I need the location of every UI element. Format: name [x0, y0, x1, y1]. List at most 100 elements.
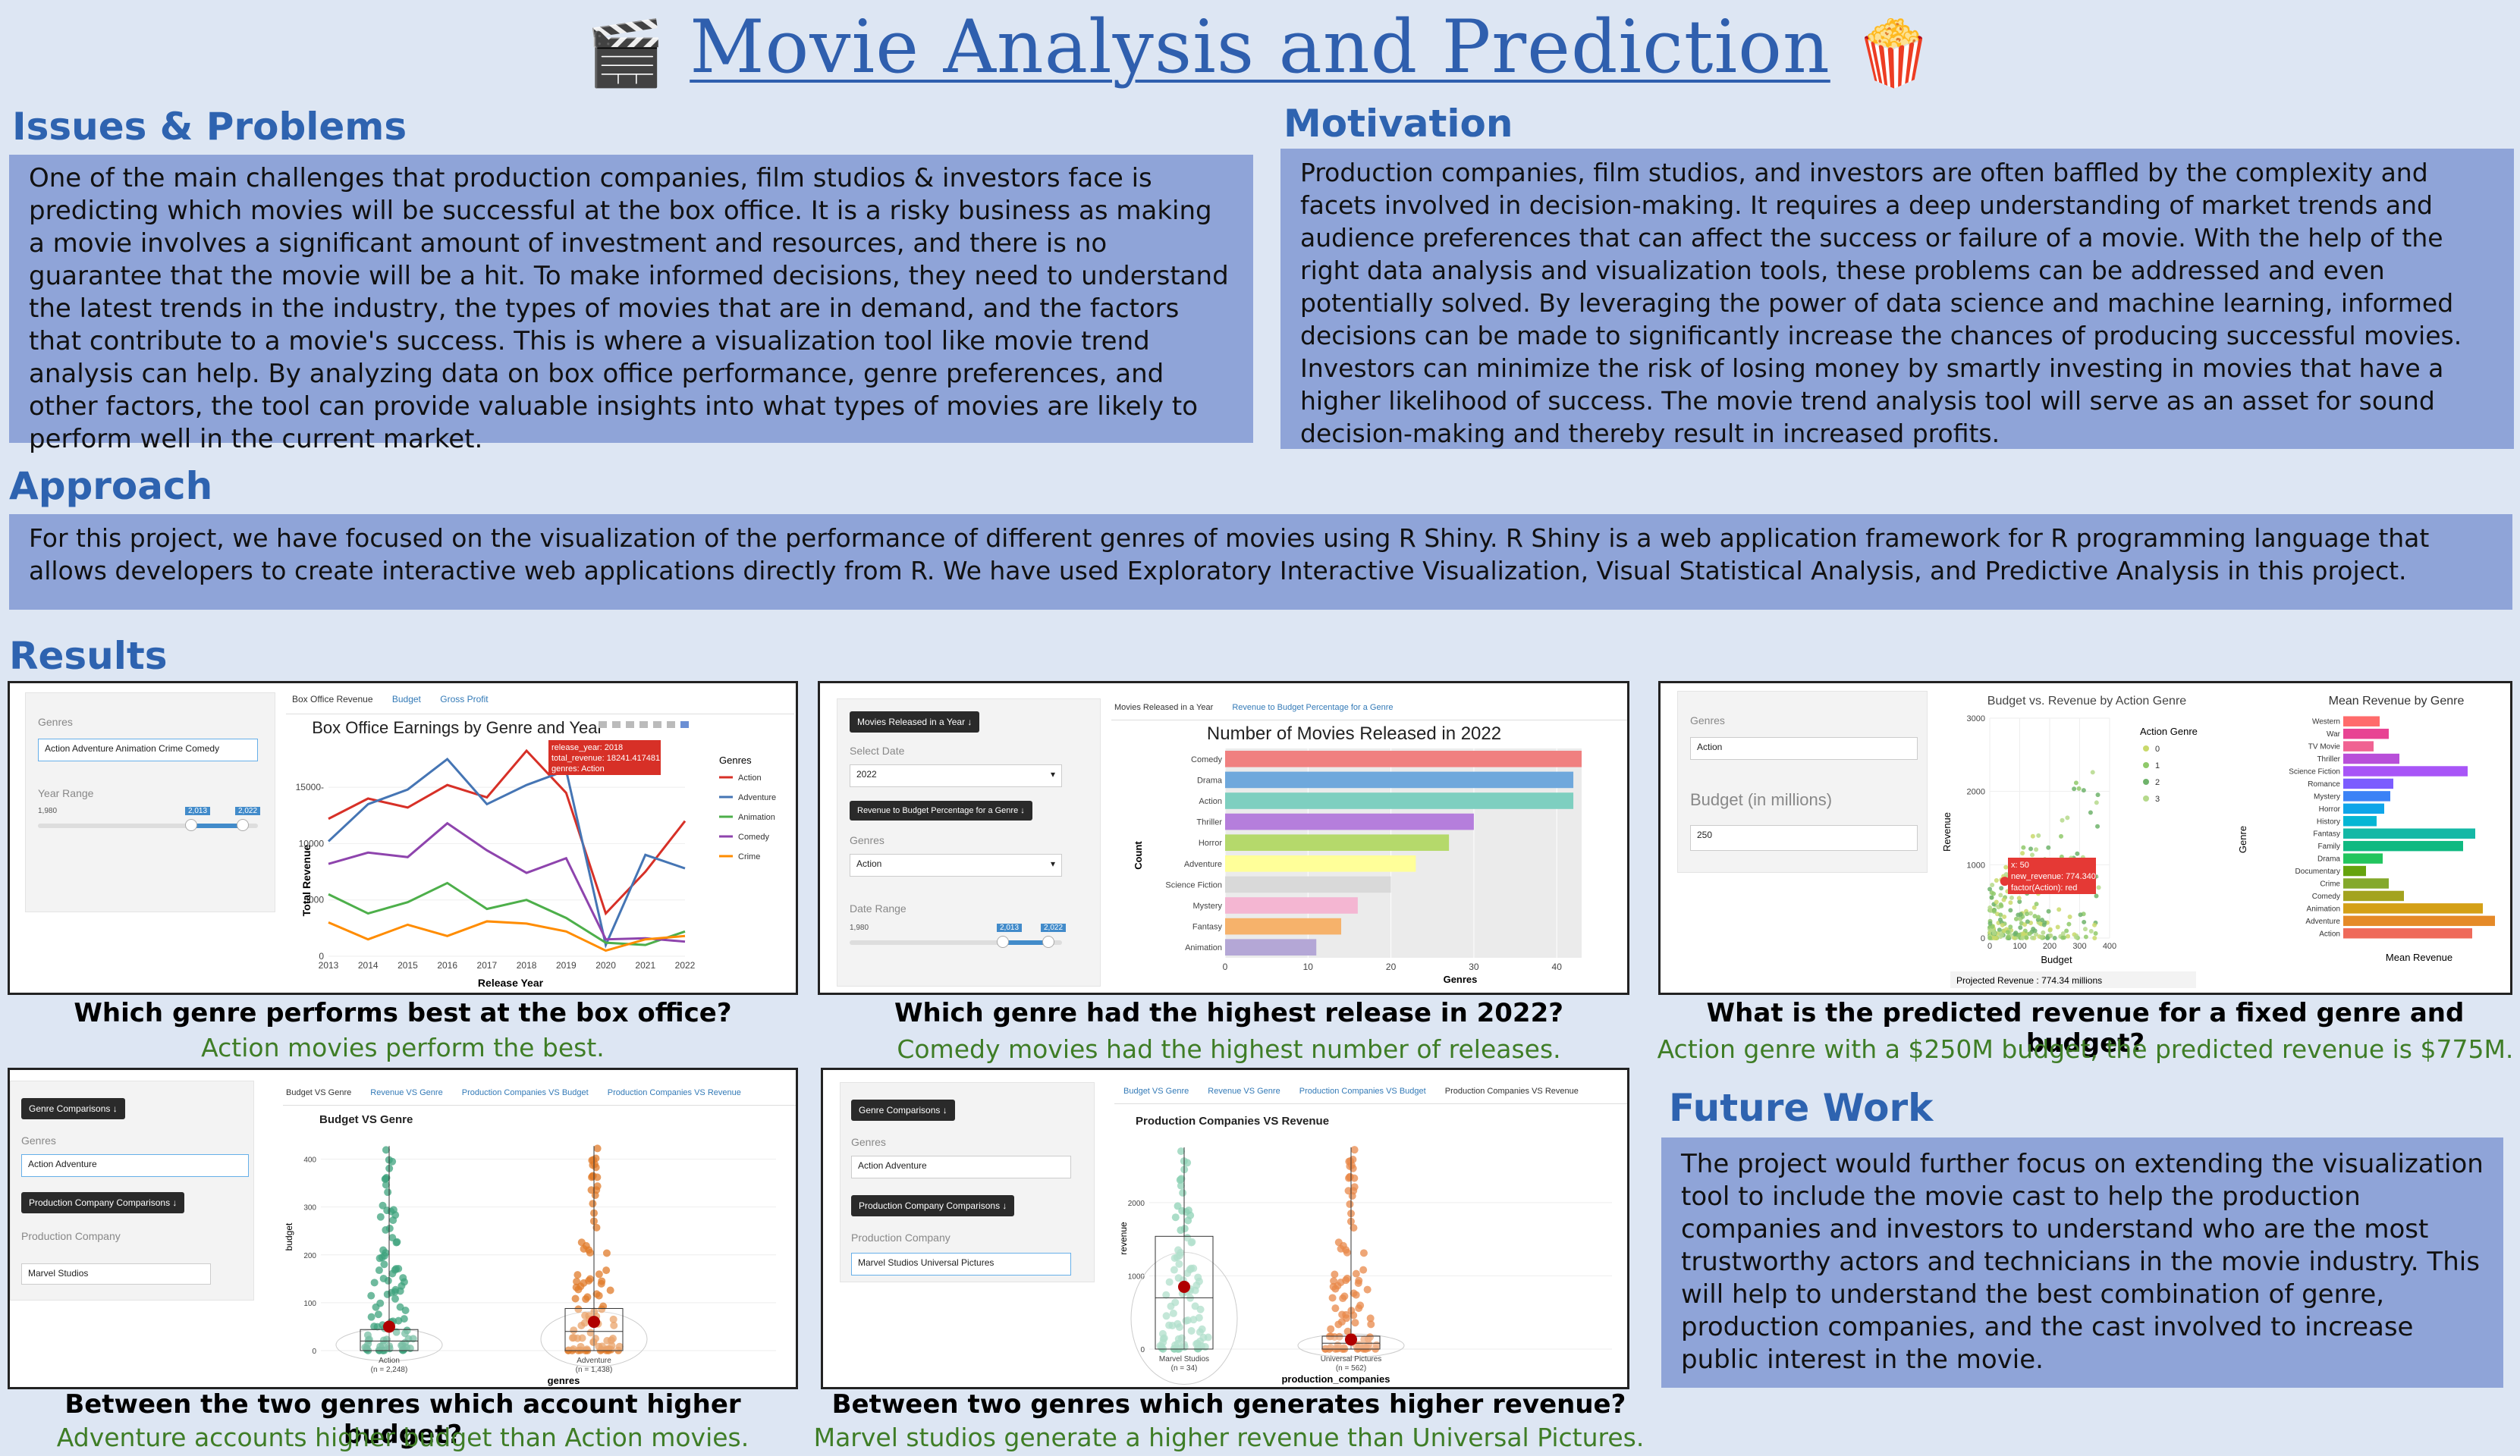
- data-point: [373, 1323, 382, 1331]
- y-tick-label: Drama: [2317, 855, 2340, 864]
- tab-revenue-vs-genre[interactable]: Revenue VS Genre: [1208, 1087, 1280, 1096]
- scatter-point: [2066, 934, 2071, 939]
- y-tick-label: 2000: [1967, 788, 1985, 797]
- data-point: [602, 1249, 611, 1257]
- data-point: [609, 1315, 617, 1323]
- tooltip-line-1: release_year: 2018: [551, 743, 623, 752]
- data-point: [1171, 1213, 1180, 1222]
- scatter-point: [2052, 935, 2057, 940]
- x-tick-label: 10: [1303, 962, 1314, 972]
- tab-revenue-budget[interactable]: Revenue to Budget Percentage for a Genre: [1232, 703, 1394, 712]
- data-point: [379, 1246, 388, 1254]
- tab-pc-vs-budget[interactable]: Production Companies VS Budget: [1299, 1087, 1426, 1096]
- scatter-point: [2024, 935, 2029, 940]
- production-company-select[interactable]: Marvel Studios Universal Pictures: [851, 1253, 1071, 1276]
- genre-select[interactable]: Action: [1690, 737, 1918, 760]
- screenshot-budget-genre: Genre Comparisons ↓ Genres Action Advent…: [8, 1068, 798, 1389]
- production-company-select[interactable]: Marvel Studios: [21, 1263, 211, 1285]
- scatter-point: [2000, 922, 2005, 927]
- issues-heading: Issues & Problems: [12, 105, 407, 149]
- y-tick-label: Action: [1199, 797, 1222, 806]
- revenue-budget-button[interactable]: Revenue to Budget Percentage for a Genre…: [850, 801, 1032, 821]
- date-range-slider[interactable]: [850, 936, 1062, 948]
- genres-select[interactable]: Action Adventure Animation Crime Comedy: [38, 739, 258, 761]
- y-tick-label: 10000: [299, 838, 325, 849]
- tab-budget[interactable]: Budget: [391, 694, 421, 704]
- production-company-button[interactable]: Production Company Comparisons ↓: [851, 1195, 1015, 1216]
- date-select[interactable]: 2022 ▾: [850, 764, 1062, 787]
- future-work-text: The project would further focus on exten…: [1661, 1138, 2503, 1388]
- tab-movies-released[interactable]: Movies Released in a Year: [1114, 703, 1214, 712]
- y-tick-label: 0: [1981, 934, 1985, 943]
- modebar-icon: [653, 721, 661, 728]
- data-point: [592, 1223, 601, 1232]
- data-point: [1331, 1285, 1340, 1293]
- mean-revenue-chart: Mean Revenue by Genre Western War TV Movie…: [2237, 695, 2495, 963]
- x-tick-label: 30: [1469, 962, 1479, 972]
- year-slider-handle-a[interactable]: [185, 819, 197, 831]
- projected-revenue: Projected Revenue : 774.34 millions: [1956, 975, 2102, 986]
- x-tick-label: 200: [2043, 942, 2057, 951]
- range-slider-handle-b[interactable]: [1042, 936, 1054, 948]
- modebar-icon: [626, 721, 634, 728]
- range-slider-handle-a[interactable]: [997, 936, 1009, 948]
- tab-divider: [1114, 1103, 1627, 1104]
- genre-comparisons-button[interactable]: Genre Comparisons ↓: [21, 1098, 125, 1119]
- movies-released-button[interactable]: Movies Released in a Year ↓: [850, 711, 980, 733]
- x-tick-label: 2022: [675, 960, 696, 971]
- scatter-point: [2094, 893, 2099, 899]
- data-point: [1177, 1175, 1186, 1183]
- data-point: [595, 1291, 603, 1300]
- scatter-point: [2082, 927, 2088, 932]
- year-slider-track[interactable]: [38, 819, 258, 831]
- data-point: [574, 1285, 583, 1294]
- tab-pc-vs-revenue[interactable]: Production Companies VS Revenue: [607, 1088, 741, 1097]
- genres-select[interactable]: Action Adventure: [21, 1154, 249, 1177]
- scatter-point: [2082, 919, 2087, 924]
- x-axis-label: Release Year: [478, 977, 544, 989]
- scatter-point: [2009, 895, 2014, 900]
- data-point: [571, 1294, 580, 1303]
- scatter-point: [1987, 935, 1993, 940]
- tab-budget-vs-genre[interactable]: Budget VS Genre: [286, 1088, 352, 1097]
- data-point: [409, 1335, 417, 1343]
- scatter-point: [2083, 934, 2088, 940]
- data-point: [1350, 1311, 1358, 1320]
- data-point: [1359, 1266, 1368, 1274]
- genres-label: Genres: [851, 1136, 886, 1148]
- tab-budget-vs-genre[interactable]: Budget VS Genre: [1123, 1087, 1189, 1096]
- data-point: [372, 1303, 380, 1311]
- tab-gross-profit[interactable]: Gross Profit: [440, 694, 489, 704]
- production-company-label: Production Company: [21, 1230, 121, 1242]
- data-point: [606, 1286, 614, 1294]
- bar: [2343, 803, 2384, 814]
- genres-select[interactable]: Action Adventure: [851, 1156, 1071, 1178]
- tab-pc-vs-revenue[interactable]: Production Companies VS Revenue: [1444, 1087, 1579, 1096]
- select-date-label: Select Date: [850, 745, 905, 757]
- scatter-point: [2046, 908, 2051, 914]
- y-tick-label: Family: [2318, 843, 2340, 851]
- tab-pc-vs-budget[interactable]: Production Companies VS Budget: [461, 1088, 589, 1097]
- scatter-point: [2045, 935, 2050, 940]
- data-point: [1169, 1309, 1177, 1317]
- y-tick-label: War: [2327, 730, 2341, 739]
- budget-input[interactable]: 250: [1690, 825, 1918, 851]
- data-point: [1338, 1310, 1346, 1319]
- legend-title: Action Genre: [2140, 726, 2198, 737]
- x-tick-count: (n = 34): [1171, 1364, 1198, 1373]
- y-tick-label: Animation: [2307, 905, 2340, 913]
- tab-box-office-revenue[interactable]: Box Office Revenue: [292, 694, 373, 704]
- screenshot-pc-revenue: Genre Comparisons ↓ Genres Action Advent…: [821, 1068, 1629, 1389]
- chevron-down-icon: ▾: [1050, 769, 1055, 780]
- tab-revenue-vs-genre[interactable]: Revenue VS Genre: [370, 1088, 443, 1097]
- sidebar-panel: Genres Action Budget (in millions) 250: [1677, 691, 1928, 873]
- bar: [2343, 865, 2366, 877]
- screenshot-prediction: Genres Action Budget (in millions) 250 B…: [1658, 681, 2512, 995]
- genre-select[interactable]: Action ▾: [850, 854, 1062, 877]
- year-range-label: Year Range: [38, 787, 94, 799]
- genre-comparisons-button[interactable]: Genre Comparisons ↓: [851, 1100, 955, 1121]
- production-company-button[interactable]: Production Company Comparisons ↓: [21, 1192, 185, 1213]
- year-slider-handle-b[interactable]: [237, 819, 249, 831]
- results-heading: Results: [9, 634, 168, 678]
